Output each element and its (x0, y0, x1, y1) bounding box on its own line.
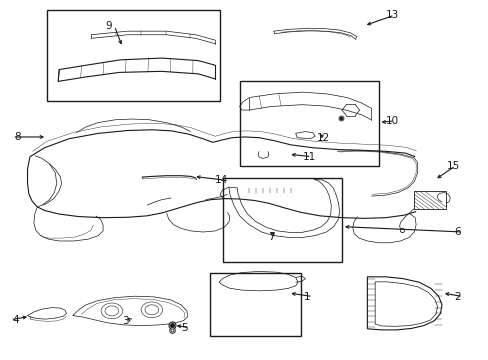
Bar (239, 81, 378, 166)
Bar (267, 215, 276, 220)
Text: 6: 6 (453, 227, 460, 237)
Text: 2: 2 (453, 292, 460, 302)
Bar (246, 188, 293, 193)
Text: 12: 12 (316, 133, 329, 143)
Bar (289, 222, 297, 227)
Text: 15: 15 (446, 161, 459, 171)
Text: 8: 8 (15, 132, 21, 142)
Bar (225, 282, 230, 286)
Bar (47, 10, 220, 101)
Text: 9: 9 (105, 21, 112, 31)
Bar (267, 222, 276, 227)
Bar (413, 192, 445, 209)
Bar (302, 191, 330, 220)
Bar (210, 273, 300, 336)
Bar (278, 215, 286, 220)
Bar (276, 147, 285, 151)
Text: 4: 4 (13, 315, 19, 325)
Text: 5: 5 (181, 323, 187, 333)
Bar (289, 215, 297, 220)
Text: 1: 1 (304, 292, 310, 302)
Bar (288, 152, 297, 157)
Text: 14: 14 (215, 175, 228, 185)
Text: 10: 10 (385, 116, 398, 126)
Text: 3: 3 (122, 316, 129, 325)
Text: 13: 13 (385, 10, 398, 20)
Bar (219, 277, 225, 281)
Text: 11: 11 (303, 152, 316, 162)
Bar (278, 222, 286, 227)
Bar (222, 178, 341, 262)
Text: 7: 7 (267, 232, 274, 242)
